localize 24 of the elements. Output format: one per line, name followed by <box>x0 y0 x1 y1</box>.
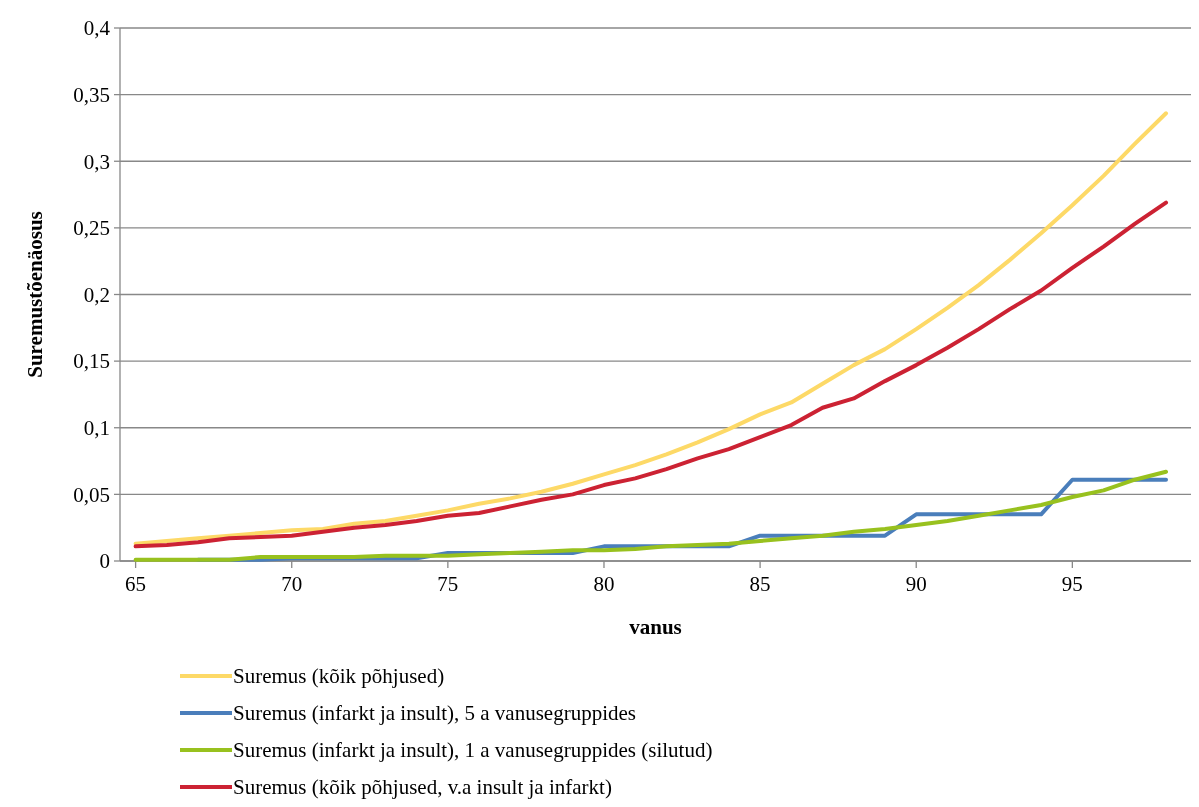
line-series <box>133 200 1169 549</box>
y-tick-label: 0,15 <box>73 349 110 374</box>
legend-label: Suremus (infarkt ja insult), 5 a vanusegruppides <box>233 701 636 726</box>
y-tick-label: 0,1 <box>83 416 110 441</box>
legend-label: Suremus (kõik põhjused, v.a insult ja infarkt) <box>233 775 612 800</box>
y-tick-label: 0,05 <box>73 482 110 507</box>
x-tick-label: 80 <box>593 572 615 596</box>
y-tick-label: 0 <box>99 549 110 574</box>
x-tick-label: 95 <box>1061 572 1083 596</box>
x-axis-title: vanus <box>629 615 682 639</box>
y-axis-title: Suremustõenäosus <box>23 211 47 378</box>
x-tick-label: 75 <box>437 572 459 596</box>
y-tick-label: 0,4 <box>83 16 111 41</box>
y-tick-label: 0,2 <box>83 282 110 307</box>
x-tick-label: 90 <box>905 572 927 596</box>
line-series <box>133 111 1169 546</box>
legend-label: Suremus (infarkt ja insult), 1 a vanusegruppides (silutud) <box>233 738 713 763</box>
y-tick-label: 0,3 <box>83 149 110 174</box>
x-tick-label: 85 <box>749 572 771 596</box>
legend-label: Suremus (kõik põhjused) <box>233 664 445 689</box>
x-tick-label: 65 <box>125 572 147 596</box>
y-tick-label: 0,25 <box>73 216 110 241</box>
y-tick-label: 0,35 <box>73 82 110 107</box>
x-tick-label: 70 <box>281 572 303 596</box>
